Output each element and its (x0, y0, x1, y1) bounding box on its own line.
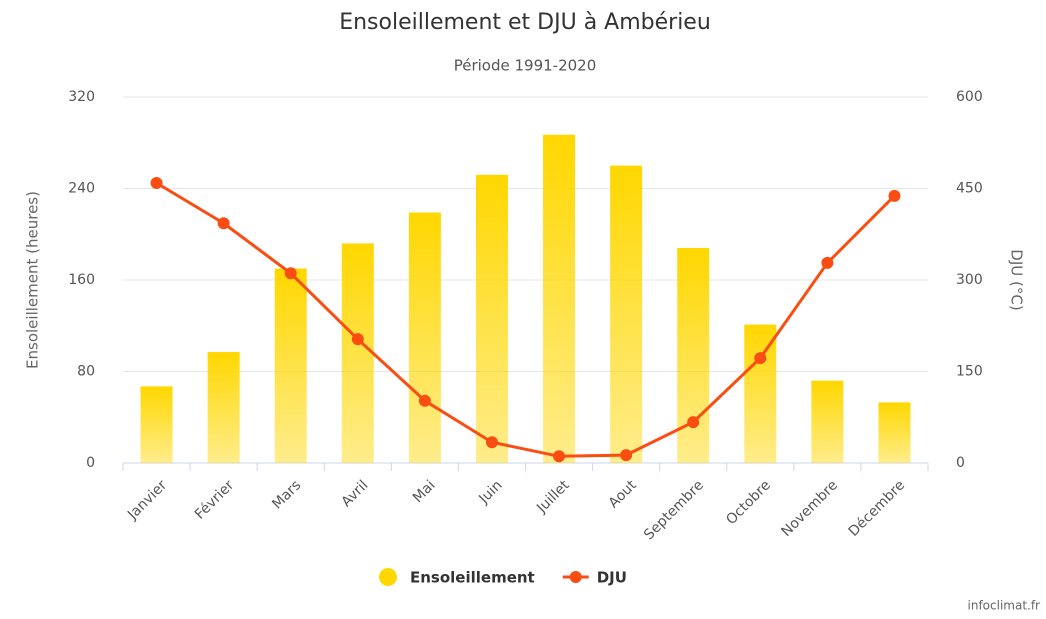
x-tick-label: Mars (269, 477, 304, 512)
bar (207, 352, 240, 463)
y-axis-label: Ensoleillement (heures) (24, 191, 42, 369)
x-tick-label: Aout (606, 477, 640, 511)
x-tick-label: Juin (475, 477, 505, 507)
bar (878, 402, 911, 463)
y2-tick-label: 150 (956, 364, 983, 380)
point (553, 450, 566, 463)
y2-tick-label: 300 (956, 272, 983, 288)
y2-axis-label: DJU (°C) (1008, 249, 1026, 310)
y2-tick-label: 0 (956, 455, 965, 471)
point (284, 267, 297, 280)
y2-tick-label: 450 (956, 181, 983, 197)
x-tick-label: Février (192, 477, 238, 523)
x-tick-label: Juillet (533, 477, 573, 517)
bar (543, 134, 576, 463)
bar (677, 247, 710, 463)
bar (744, 324, 777, 463)
point (351, 333, 364, 346)
source: infoclimat.fr (968, 599, 1041, 613)
y-tick-label: 320 (68, 89, 95, 105)
bar (408, 212, 441, 463)
bar (274, 268, 307, 463)
bar (475, 174, 508, 463)
point (888, 189, 901, 202)
x-tick-label: Janvier (124, 477, 170, 523)
point (418, 394, 431, 407)
y-tick-label: 80 (77, 364, 95, 380)
y-tick-label: 0 (86, 455, 95, 471)
point (754, 352, 767, 365)
x-tick-label: Octobre (723, 477, 774, 528)
point (485, 436, 498, 449)
legend-marker (379, 568, 397, 586)
point (620, 449, 633, 462)
x-tick-label: Décembre (846, 477, 908, 539)
y-tick-label: 240 (68, 181, 95, 197)
y2-tick-label: 600 (956, 89, 983, 105)
bar (811, 380, 844, 463)
line (155, 181, 896, 458)
point (217, 217, 230, 230)
bar (610, 165, 643, 463)
chart-subtitle: Période 1991-2020 (454, 57, 597, 75)
legend-label: DJU (597, 569, 627, 587)
chart-title: Ensoleillement et DJU à Ambérieu (339, 10, 711, 35)
point (821, 256, 834, 269)
point (150, 177, 163, 190)
x-tick-label: Septembre (641, 477, 707, 543)
x-tick-label: Mai (410, 477, 439, 506)
bar (341, 243, 374, 463)
x-tick-label: Avril (339, 477, 372, 510)
point (687, 416, 700, 429)
legend-label: Ensoleillement (410, 569, 535, 587)
legend-marker (569, 571, 582, 583)
y-tick-label: 160 (68, 272, 95, 288)
x-tick-label: Novembre (778, 477, 841, 540)
bar (140, 386, 173, 463)
